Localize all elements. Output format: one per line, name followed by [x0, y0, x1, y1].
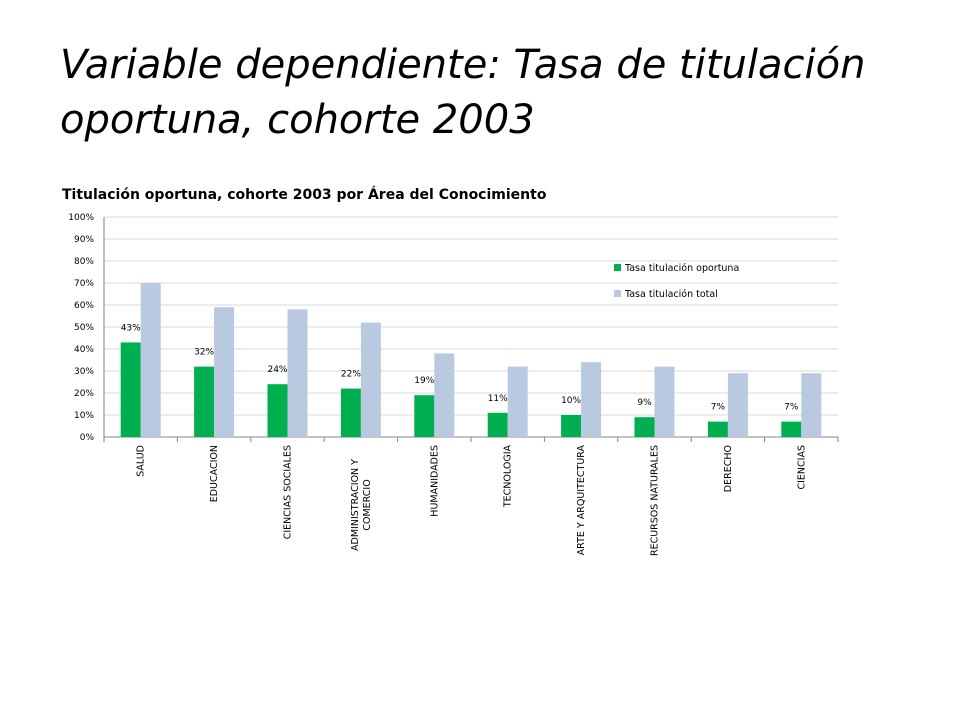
- data-label-oportuna: 11%: [488, 394, 508, 404]
- bar-total: [507, 366, 528, 437]
- x-tick-label-line: SALUD: [136, 445, 147, 477]
- data-label-oportuna: 19%: [414, 376, 434, 386]
- data-label-oportuna: 9%: [637, 398, 652, 408]
- x-tick-label-line: CIENCIAS: [796, 445, 807, 490]
- x-tick-label: EDUCACION: [209, 445, 220, 502]
- legend-swatch-total: [614, 290, 621, 297]
- y-tick-label: 100%: [68, 213, 94, 223]
- bar-total: [581, 362, 602, 437]
- bar-total: [287, 309, 308, 437]
- y-tick-label: 70%: [74, 279, 94, 289]
- legend-label-total: Tasa titulación total: [624, 289, 718, 300]
- x-tick-label: ARTE Y ARQUITECTURA: [576, 445, 587, 556]
- y-tick-label: 10%: [74, 411, 94, 421]
- bar-total: [434, 353, 455, 437]
- x-tick-label-line: CIENCIAS SOCIALES: [283, 445, 294, 539]
- bar-oportuna: [707, 421, 728, 437]
- data-label-oportuna: 7%: [711, 403, 726, 413]
- data-label-oportuna: 24%: [267, 365, 287, 375]
- x-tick-label-line: ARTE Y ARQUITECTURA: [576, 445, 587, 556]
- x-tick-label: DERECHO: [723, 445, 734, 492]
- bar-total: [727, 373, 748, 437]
- x-tick-label: TECNOLOGIA: [503, 445, 514, 509]
- x-tick-label: CIENCIAS: [796, 445, 807, 490]
- x-tick-label-line: HUMANIDADES: [429, 445, 440, 517]
- x-tick-label: HUMANIDADES: [429, 445, 440, 517]
- bar-total: [654, 366, 675, 437]
- x-tick-label: CIENCIAS SOCIALES: [283, 445, 294, 539]
- bar-oportuna: [634, 417, 655, 437]
- x-tick-label-line: TECNOLOGIA: [503, 445, 514, 509]
- x-tick-label-line: RECURSOS NATURALES: [650, 445, 661, 556]
- data-label-oportuna: 32%: [194, 348, 214, 358]
- y-tick-label: 30%: [74, 367, 94, 377]
- x-tick-label: ADMINISTRACION Y COMERCIO: [350, 459, 373, 551]
- bar-total: [360, 322, 381, 437]
- bar-total: [801, 373, 822, 437]
- x-tick-label-line: COMERCIO: [362, 479, 373, 530]
- y-tick-label: 80%: [74, 257, 94, 267]
- bar-oportuna: [194, 366, 215, 437]
- bar-oportuna: [561, 415, 582, 437]
- bar-oportuna: [120, 342, 141, 437]
- x-tick-label-line: ADMINISTRACION Y: [350, 459, 361, 551]
- y-tick-label: 50%: [74, 323, 94, 333]
- bar-oportuna: [267, 384, 288, 437]
- legend-label-oportuna: Tasa titulación oportuna: [624, 263, 739, 274]
- y-tick-label: 20%: [74, 389, 94, 399]
- x-tick-label: SALUD: [136, 445, 147, 477]
- chart-title: Titulación oportuna, cohorte 2003 por Ár…: [62, 187, 547, 203]
- y-tick-label: 90%: [74, 235, 94, 245]
- x-tick-label: RECURSOS NATURALES: [650, 445, 661, 556]
- bar-total: [214, 307, 235, 437]
- data-label-oportuna: 10%: [561, 396, 581, 406]
- slide-title: Variable dependiente: Tasa de titulación…: [60, 42, 866, 143]
- y-tick-label: 40%: [74, 345, 94, 355]
- x-tick-label-line: DERECHO: [723, 445, 734, 492]
- data-label-oportuna: 7%: [784, 403, 799, 413]
- legend-swatch-oportuna: [614, 264, 621, 271]
- y-tick-label: 0%: [80, 433, 95, 443]
- bar-total: [140, 283, 161, 437]
- bar-oportuna: [340, 388, 361, 437]
- x-tick-label-line: EDUCACION: [209, 445, 220, 502]
- data-label-oportuna: 43%: [121, 323, 141, 333]
- bar-oportuna: [487, 412, 508, 437]
- bar-oportuna: [781, 421, 802, 437]
- y-tick-label: 60%: [74, 301, 94, 311]
- bar-oportuna: [414, 395, 435, 437]
- data-label-oportuna: 22%: [341, 370, 361, 380]
